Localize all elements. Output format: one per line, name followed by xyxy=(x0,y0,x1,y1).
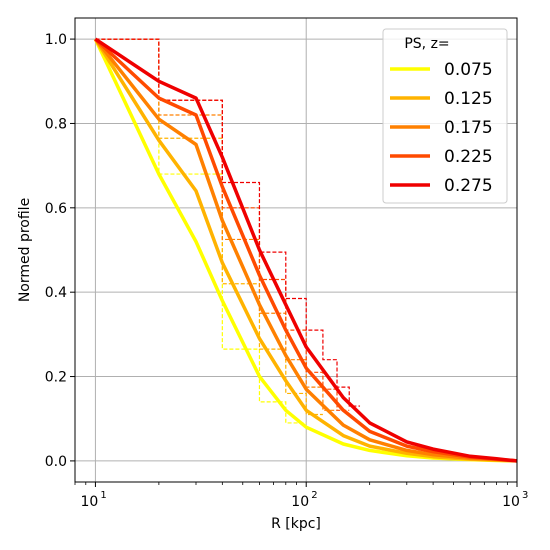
y-tick-label: 0.8 xyxy=(45,116,67,132)
series-line-0.275 xyxy=(94,37,518,463)
y-tick-label: 0.4 xyxy=(45,285,67,301)
legend-label-0.175: 0.175 xyxy=(444,118,493,138)
legend-box xyxy=(382,28,508,204)
legend: PS, z= 0.075 0.125 0.175 0.225 0.275 xyxy=(382,28,508,204)
x-tick-label: 10 xyxy=(291,494,309,510)
y-tick-label: 0.6 xyxy=(45,201,67,217)
step-bin-0.175 xyxy=(95,38,338,411)
x-tick-exponent: 3 xyxy=(522,490,528,501)
y-tick-label: 0.0 xyxy=(45,454,67,470)
legend-label-0.125: 0.125 xyxy=(444,89,493,109)
y-axis-label: Normed profile xyxy=(17,198,33,302)
x-tick-exponent: 2 xyxy=(311,490,317,501)
y-tick-label: 1.0 xyxy=(45,32,67,48)
y-tick-label: 0.2 xyxy=(45,370,67,386)
plot-frame xyxy=(74,17,518,483)
legend-label-0.225: 0.225 xyxy=(444,147,493,167)
step-bin-0.275 xyxy=(95,38,361,407)
x-tick-label: 10 xyxy=(502,494,520,510)
step-bin-0.125 xyxy=(95,38,323,416)
axis-ticks: 0.00.20.40.60.81.010 1 10 2 10 3 xyxy=(45,32,529,510)
legend-label-0.075: 0.075 xyxy=(444,60,493,80)
legend-title: PS, z= xyxy=(404,36,449,52)
x-tick-exponent: 1 xyxy=(100,490,106,501)
x-tick-label: 10 xyxy=(81,494,99,510)
x-axis-label: R [kpc] xyxy=(271,516,321,532)
legend-label-0.275: 0.275 xyxy=(444,176,493,196)
series-lines xyxy=(93,37,518,463)
